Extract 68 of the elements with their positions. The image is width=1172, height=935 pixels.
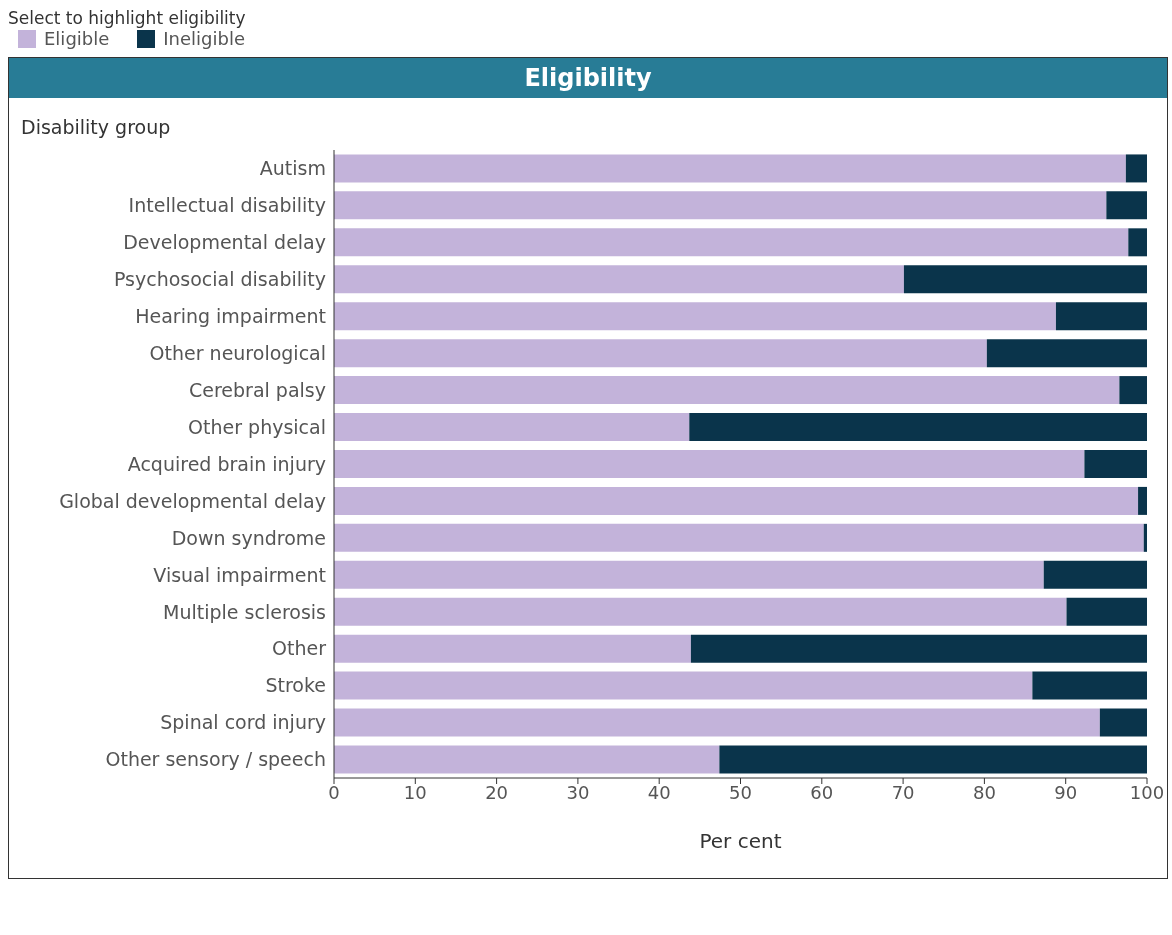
bar — [334, 339, 987, 368]
y-tick-label: Other physical — [188, 415, 326, 438]
y-tick-label: Autism — [259, 157, 326, 180]
bar — [334, 265, 904, 294]
bar — [986, 339, 1147, 368]
y-tick-label: Other neurological — [149, 341, 326, 364]
y-tick-label: Global developmental delay — [59, 489, 326, 512]
legend-title: Select to highlight eligibility — [8, 8, 246, 28]
x-tick-label: 30 — [566, 781, 590, 803]
bar — [334, 634, 691, 663]
bar — [1084, 449, 1147, 478]
bar — [334, 376, 1120, 405]
bar — [1119, 376, 1147, 405]
bar — [334, 523, 1144, 552]
y-tick-label: Developmental delay — [123, 231, 326, 254]
bar — [903, 265, 1147, 294]
x-tick-label: 10 — [403, 781, 427, 803]
bar — [689, 413, 1147, 442]
bar — [334, 560, 1044, 589]
bar — [334, 154, 1126, 183]
x-tick-label: 100 — [1129, 781, 1165, 803]
chart-title: Eligibility — [9, 58, 1167, 98]
bar — [690, 634, 1147, 663]
x-tick-label: 60 — [810, 781, 834, 803]
y-axis-title: Disability group — [20, 115, 172, 138]
bar — [1055, 302, 1147, 331]
y-tick-label: Down syndrome — [171, 526, 326, 549]
y-tick-label: Multiple sclerosis — [163, 600, 326, 623]
bar — [719, 745, 1147, 774]
x-tick-label: 50 — [729, 781, 752, 803]
y-tick-label: Visual impairment — [153, 563, 326, 586]
bar — [334, 745, 720, 774]
bar — [334, 486, 1139, 515]
bar — [334, 449, 1085, 478]
bar — [334, 708, 1100, 737]
y-tick-label: Intellectual disability — [128, 194, 326, 217]
bar — [334, 597, 1067, 626]
legend-label: Ineligible — [162, 28, 246, 49]
x-tick-label: 70 — [891, 781, 915, 803]
bar — [1143, 523, 1147, 552]
x-tick-label: 80 — [972, 781, 996, 803]
bar — [334, 671, 1033, 700]
bar — [334, 413, 690, 442]
bar — [1043, 560, 1147, 589]
y-tick-label: Other sensory / speech — [105, 748, 326, 771]
x-axis-title: Per cent — [699, 829, 782, 853]
bar — [1106, 191, 1147, 220]
bar — [1128, 228, 1147, 257]
x-tick-label: 20 — [485, 781, 509, 803]
legend-label: Eligible — [43, 28, 110, 49]
x-tick-label: 40 — [647, 781, 671, 803]
y-tick-label: Cerebral palsy — [189, 378, 326, 401]
x-tick-label: 90 — [1054, 781, 1078, 803]
bar — [334, 191, 1107, 220]
bar — [334, 228, 1129, 257]
y-tick-label: Spinal cord injury — [160, 711, 326, 734]
bar — [1099, 708, 1147, 737]
y-tick-label: Psychosocial disability — [113, 268, 326, 291]
y-tick-label: Other — [272, 637, 327, 660]
y-tick-label: Stroke — [265, 674, 326, 697]
bar — [334, 302, 1056, 331]
y-tick-label: Acquired brain injury — [127, 452, 326, 475]
bar — [1032, 671, 1147, 700]
y-tick-label: Hearing impairment — [135, 304, 326, 327]
x-tick-label: 0 — [328, 781, 340, 803]
bar — [1066, 597, 1147, 626]
bar — [1138, 486, 1147, 515]
bar — [1125, 154, 1147, 183]
